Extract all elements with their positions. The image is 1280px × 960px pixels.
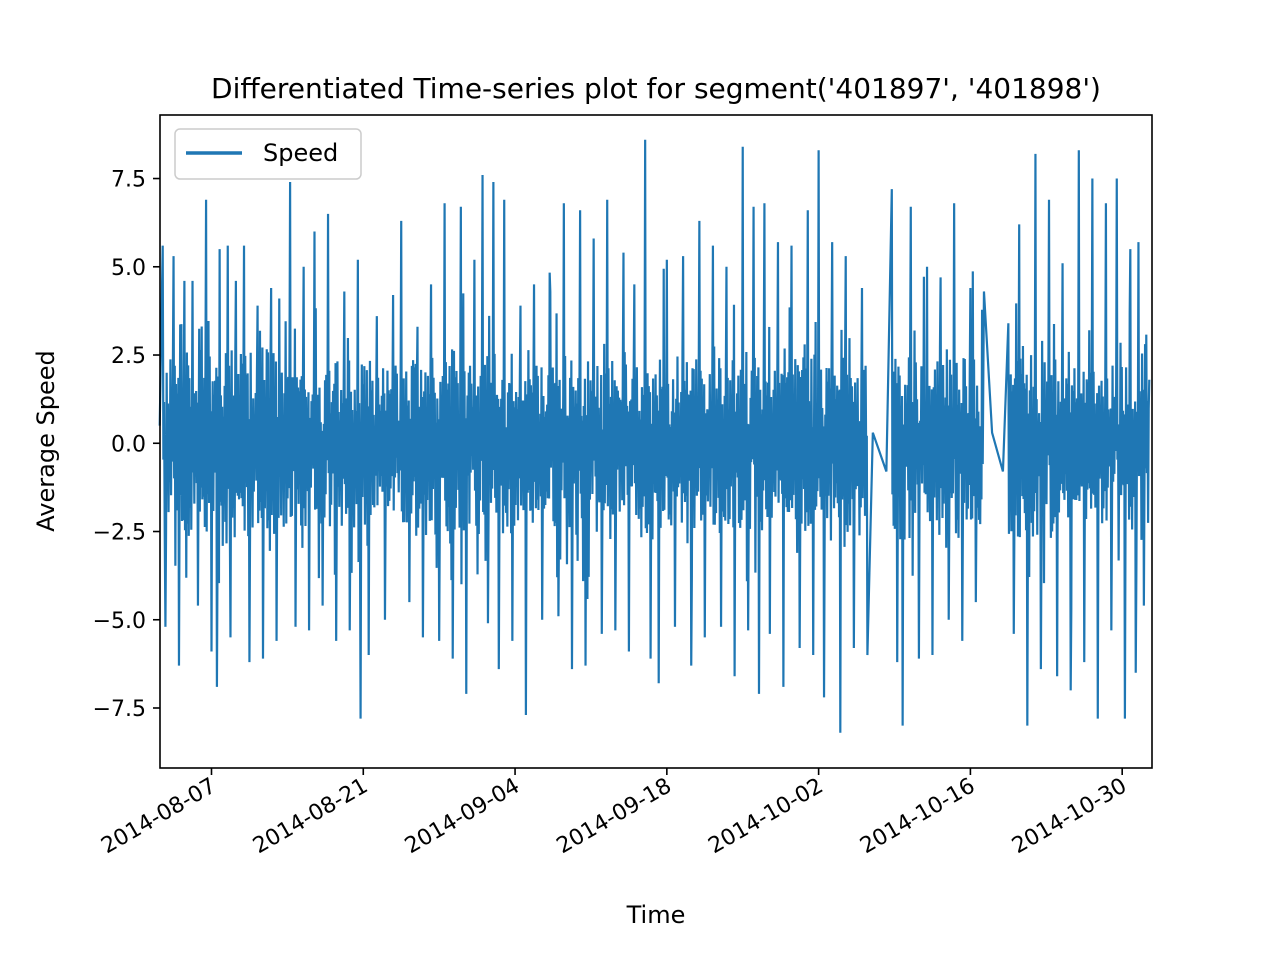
- y-tick-label: −7.5: [93, 697, 146, 722]
- y-tick-label: 2.5: [111, 344, 146, 369]
- y-axis: −7.5 −5.0 −2.5 0.0 2.5 5.0 7.5: [93, 168, 160, 722]
- plot-frame: [159, 114, 1153, 769]
- legend-frame: [174, 128, 362, 180]
- x-axis-label: Time: [626, 901, 686, 929]
- y-tick-label: 5.0: [111, 256, 146, 281]
- y-tick-label: −5.0: [93, 609, 146, 634]
- legend-label-speed: Speed: [263, 139, 338, 167]
- y-tick-label: −2.5: [93, 521, 146, 546]
- series-layer: [158, 139, 1151, 733]
- y-tick-label: 7.5: [111, 168, 146, 193]
- legend: Speed: [174, 128, 362, 180]
- chart-title: Differentiated Time-series plot for segm…: [211, 72, 1101, 105]
- y-axis-label: Average Speed: [32, 350, 60, 531]
- series-line-speed: [158, 139, 1151, 733]
- y-tick-label: 0.0: [111, 432, 146, 457]
